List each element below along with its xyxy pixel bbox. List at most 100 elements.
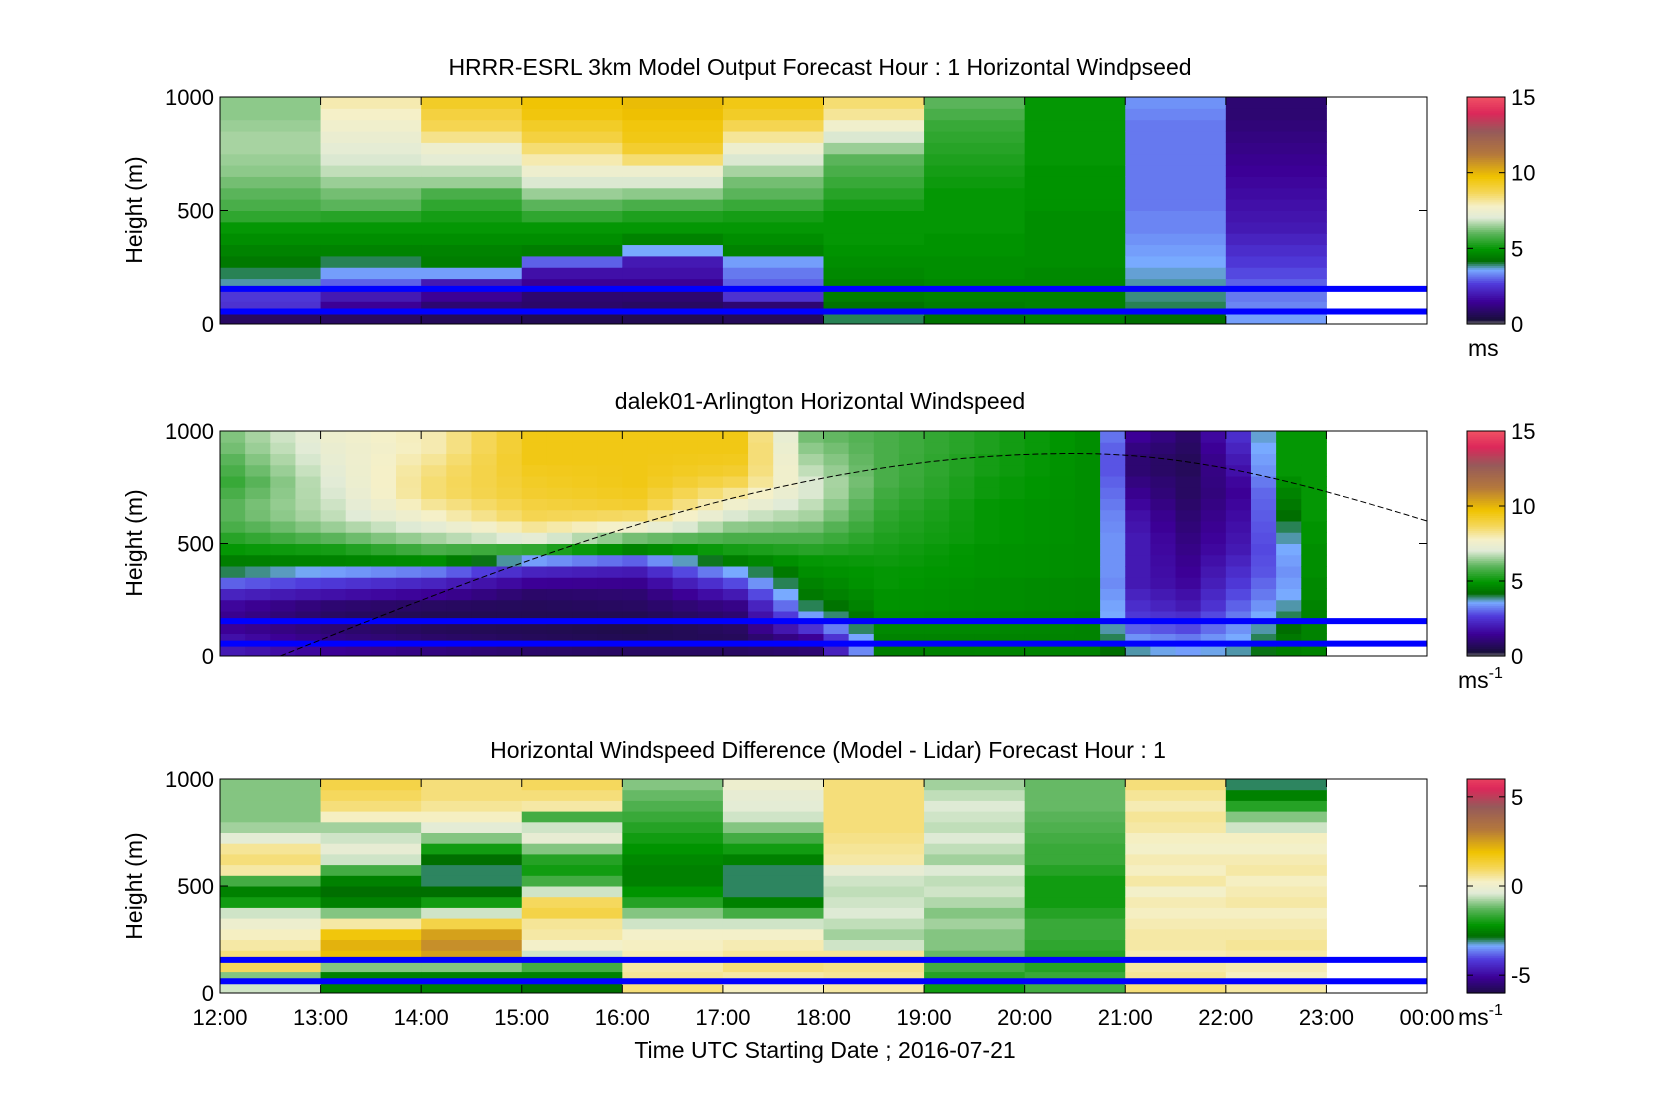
heatmap-cell: [1225, 153, 1327, 166]
heatmap-cell: [1150, 577, 1177, 589]
heatmap-cell: [722, 176, 824, 189]
colorbar-swatch: [1467, 562, 1505, 565]
heatmap-cell: [320, 599, 347, 612]
heatmap-cell: [1125, 789, 1227, 801]
heatmap-cell: [521, 982, 623, 994]
colorbar-swatch: [1467, 295, 1505, 299]
colorbar-swatch: [1467, 197, 1505, 200]
colorbar-swatch: [1467, 301, 1505, 304]
heatmap-cell: [873, 566, 900, 578]
heatmap-cell: [798, 588, 824, 601]
heatmap-cell: [320, 278, 422, 291]
heatmap-cell: [722, 939, 824, 951]
heatmap-cell: [798, 644, 824, 657]
heatmap-cell: [1225, 864, 1327, 876]
heatmap-cell: [597, 498, 623, 511]
heatmap-cell: [999, 521, 1026, 533]
heatmap-cell: [1301, 487, 1327, 499]
heatmap-cell: [1200, 509, 1227, 522]
colorbar-swatch: [1467, 297, 1505, 301]
heatmap-cell: [1024, 312, 1126, 325]
heatmap-cell: [1175, 509, 1202, 522]
heatmap-cell: [873, 476, 900, 488]
colorbar-swatch: [1467, 136, 1505, 140]
x-tick-label: 15:00: [494, 1005, 549, 1030]
colorbar-swatch: [1467, 214, 1505, 217]
colorbar-swatch: [1467, 278, 1505, 282]
colorbar-swatch: [1467, 134, 1505, 138]
panel-model-cells: [220, 97, 1327, 325]
heatmap-cell: [848, 633, 875, 646]
heatmap-cell: [1125, 566, 1151, 578]
heatmap-cell: [220, 821, 322, 833]
heatmap-cell: [1125, 509, 1151, 522]
heatmap-cell: [1225, 119, 1327, 132]
heatmap-cell: [446, 599, 472, 612]
heatmap-cell: [370, 442, 397, 454]
heatmap-cell: [1024, 176, 1126, 189]
heatmap-cell: [848, 476, 875, 488]
heatmap-cell: [421, 971, 523, 983]
heatmap-cell: [320, 939, 422, 951]
heatmap-cell: [220, 453, 246, 466]
heatmap-cell: [521, 633, 548, 646]
colorbar-swatch: [1467, 809, 1505, 812]
heatmap-cell: [295, 644, 322, 657]
heatmap-cell: [245, 554, 271, 567]
heatmap-cell: [1276, 498, 1302, 511]
heatmap-cell: [1024, 464, 1051, 477]
heatmap-cell: [1150, 453, 1177, 466]
heatmap-cell: [722, 464, 749, 477]
heatmap-cell: [974, 498, 1001, 511]
heatmap-cell: [220, 521, 246, 533]
heatmap-cell: [622, 119, 724, 132]
heatmap-cell: [697, 431, 724, 443]
heatmap-cell: [1125, 289, 1227, 302]
heatmap-cell: [597, 622, 623, 634]
heatmap-cell: [421, 431, 447, 443]
heatmap-cell: [722, 543, 749, 556]
colorbar-swatch: [1467, 780, 1505, 784]
colorbar-swatch: [1467, 477, 1505, 481]
heatmap-cell: [1024, 896, 1126, 908]
heatmap-cell: [1024, 543, 1051, 556]
heatmap-cell: [1100, 644, 1126, 657]
colorbar-swatch: [1467, 491, 1505, 494]
heatmap-cell: [823, 982, 925, 994]
heatmap-cell: [421, 982, 523, 994]
heatmap-cell: [1225, 312, 1327, 325]
colorbar-swatch: [1467, 131, 1505, 134]
heatmap-cell: [1225, 789, 1327, 801]
heatmap-cell: [672, 521, 699, 533]
heatmap-cell: [823, 221, 925, 234]
colorbar-swatch: [1467, 102, 1505, 106]
heatmap-cell: [722, 476, 749, 488]
heatmap-cell: [546, 509, 573, 522]
colorbar-swatch: [1467, 431, 1505, 434]
heatmap-cell: [1200, 532, 1227, 544]
heatmap-cell: [471, 611, 498, 623]
heatmap-cell: [521, 476, 548, 488]
heatmap-cell: [949, 453, 975, 466]
colorbar-swatch: [1467, 138, 1505, 142]
heatmap-cell: [722, 800, 824, 812]
heatmap-cell: [1024, 779, 1126, 791]
colorbar-swatch: [1467, 208, 1505, 212]
heatmap-cell: [622, 789, 724, 801]
heatmap-cell: [622, 289, 724, 302]
colorbar-swatch: [1467, 276, 1505, 280]
heatmap-cell: [1125, 278, 1227, 291]
heatmap-cell: [1276, 487, 1302, 499]
heatmap-cell: [823, 210, 925, 223]
heatmap-cell: [220, 142, 322, 155]
heatmap-cell: [1100, 476, 1126, 488]
heatmap-cell: [1301, 599, 1327, 612]
heatmap-cell: [848, 588, 875, 601]
heatmap-cell: [1049, 588, 1076, 601]
colorbar-swatch: [1467, 536, 1505, 539]
colorbar-swatch: [1467, 966, 1505, 969]
colorbar-swatch: [1467, 166, 1505, 170]
heatmap-cell: [1024, 278, 1126, 291]
heatmap-cell: [823, 289, 925, 302]
colorbar-swatch: [1467, 545, 1505, 548]
